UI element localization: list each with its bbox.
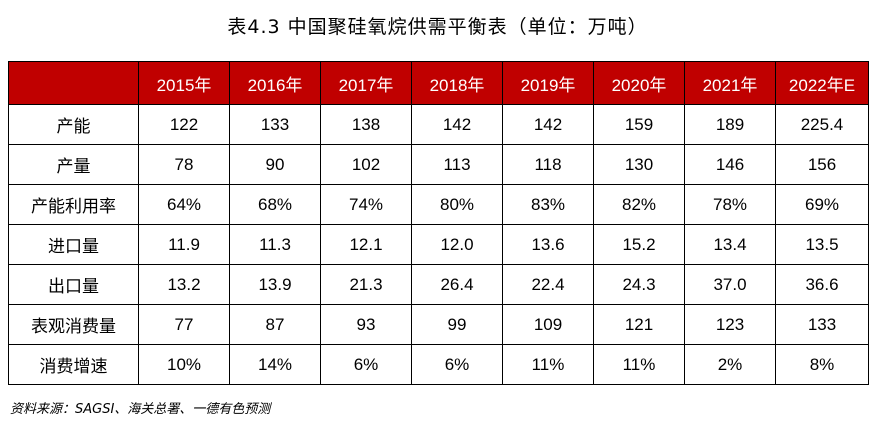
table-cell: 24.3	[593, 264, 685, 305]
supply-demand-table: 2015年 2016年 2017年 2018年 2019年 2020年 2021…	[8, 61, 869, 385]
table-cell: 90	[229, 144, 321, 185]
source-note: 资料来源：SAGSI、海关总署、一德有色预测	[10, 402, 271, 417]
table-cell: 123	[684, 304, 776, 345]
header-cell: 2017年	[320, 61, 412, 105]
table-cell: 113	[411, 144, 503, 185]
table-cell: 80%	[411, 184, 503, 225]
table-cell: 37.0	[684, 264, 776, 305]
header-row: 2015年 2016年 2017年 2018年 2019年 2020年 2021…	[8, 61, 869, 105]
table-cell: 13.2	[138, 264, 230, 305]
table-cell: 142	[411, 104, 503, 145]
table-cell: 83%	[502, 184, 594, 225]
table-cell: 121	[593, 304, 685, 345]
row-label: 消费增速	[8, 344, 139, 385]
table-cell: 130	[593, 144, 685, 185]
header-cell	[8, 61, 139, 105]
table-cell: 22.4	[502, 264, 594, 305]
table-cell: 8%	[775, 344, 869, 385]
table-cell: 138	[320, 104, 412, 145]
table-row: 出口量 13.2 13.9 21.3 26.4 22.4 24.3 37.0 3…	[8, 264, 869, 305]
row-label: 出口量	[8, 264, 139, 305]
table-cell: 21.3	[320, 264, 412, 305]
row-label: 产能利用率	[8, 184, 139, 225]
header-cell: 2019年	[502, 61, 594, 105]
table-cell: 11%	[593, 344, 685, 385]
table-cell: 142	[502, 104, 594, 145]
table-cell: 6%	[411, 344, 503, 385]
table-row: 表观消费量 77 87 93 99 109 121 123 133	[8, 304, 869, 345]
table-row: 产量 78 90 102 113 118 130 146 156	[8, 144, 869, 185]
table-cell: 87	[229, 304, 321, 345]
table-cell: 6%	[320, 344, 412, 385]
table-cell: 93	[320, 304, 412, 345]
row-label: 产量	[8, 144, 139, 185]
row-label: 产能	[8, 104, 139, 145]
table-row: 进口量 11.9 11.3 12.1 12.0 13.6 15.2 13.4 1…	[8, 224, 869, 265]
header-cell: 2022年E	[775, 61, 869, 105]
table-row: 产能利用率 64% 68% 74% 80% 83% 82% 78% 69%	[8, 184, 869, 225]
table-cell: 12.1	[320, 224, 412, 265]
table-cell: 225.4	[775, 104, 869, 145]
table-cell: 69%	[775, 184, 869, 225]
table-cell: 13.9	[229, 264, 321, 305]
table-cell: 11.9	[138, 224, 230, 265]
header-cell: 2016年	[229, 61, 321, 105]
table-cell: 2%	[684, 344, 776, 385]
table-cell: 78	[138, 144, 230, 185]
table-cell: 36.6	[775, 264, 869, 305]
header-cell: 2015年	[138, 61, 230, 105]
table-title: 表4.3 中国聚硅氧烷供需平衡表（单位：万吨）	[227, 16, 648, 38]
table-cell: 109	[502, 304, 594, 345]
table-cell: 13.6	[502, 224, 594, 265]
table-cell: 13.5	[775, 224, 869, 265]
table-cell: 102	[320, 144, 412, 185]
table-cell: 77	[138, 304, 230, 345]
table-cell: 159	[593, 104, 685, 145]
table-cell: 146	[684, 144, 776, 185]
table-cell: 11%	[502, 344, 594, 385]
table-cell: 14%	[229, 344, 321, 385]
table-cell: 133	[229, 104, 321, 145]
table-row: 产能 122 133 138 142 142 159 189 225.4	[8, 104, 869, 145]
table-cell: 11.3	[229, 224, 321, 265]
header-cell: 2020年	[593, 61, 685, 105]
table-cell: 189	[684, 104, 776, 145]
table-cell: 10%	[138, 344, 230, 385]
table-cell: 12.0	[411, 224, 503, 265]
table-cell: 118	[502, 144, 594, 185]
table-cell: 26.4	[411, 264, 503, 305]
table-cell: 74%	[320, 184, 412, 225]
table-row: 消费增速 10% 14% 6% 6% 11% 11% 2% 8%	[8, 344, 869, 385]
row-label: 表观消费量	[8, 304, 139, 345]
row-label: 进口量	[8, 224, 139, 265]
header-cell: 2018年	[411, 61, 503, 105]
table-cell: 13.4	[684, 224, 776, 265]
table-cell: 64%	[138, 184, 230, 225]
table-cell: 82%	[593, 184, 685, 225]
table-cell: 156	[775, 144, 869, 185]
table-cell: 68%	[229, 184, 321, 225]
table-cell: 99	[411, 304, 503, 345]
table-cell: 15.2	[593, 224, 685, 265]
table-cell: 133	[775, 304, 869, 345]
header-cell: 2021年	[684, 61, 776, 105]
table-cell: 122	[138, 104, 230, 145]
table-cell: 78%	[684, 184, 776, 225]
